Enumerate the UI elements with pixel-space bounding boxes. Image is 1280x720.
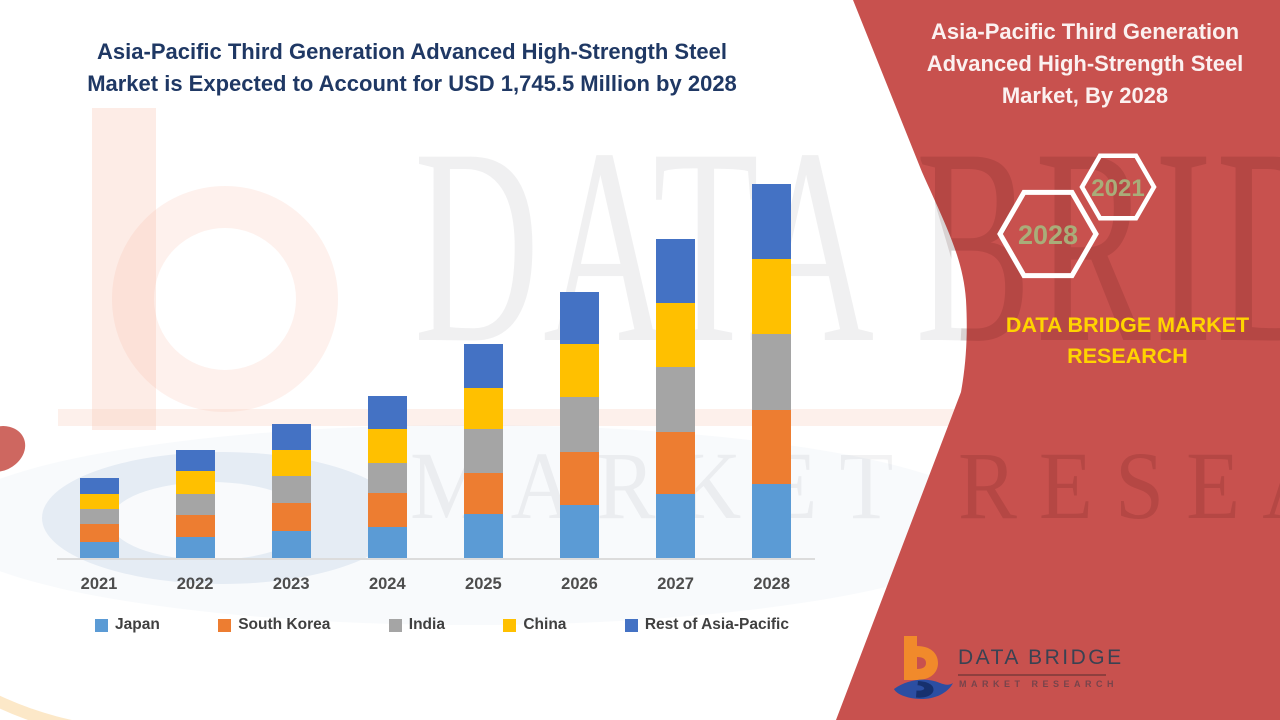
x-axis-label-2026: 2026 bbox=[561, 575, 598, 593]
legend-label-japan: Japan bbox=[115, 616, 160, 633]
logo-tagline: MARKET RESEARCH bbox=[959, 679, 1119, 689]
bar-segment-south-korea-2025 bbox=[463, 472, 503, 515]
bar-segment-japan-2028 bbox=[752, 483, 792, 558]
bar-segment-china-2022 bbox=[175, 471, 215, 495]
bar-segment-rest-of-asia-pacific-2027 bbox=[656, 239, 696, 303]
stacked-bar-2022 bbox=[175, 450, 215, 558]
legend-swatch-india bbox=[388, 618, 402, 632]
bar-segment-rest-of-asia-pacific-2028 bbox=[752, 183, 792, 259]
dbmr-logo: DATA BRIDGE MARKET RESEARCH bbox=[886, 634, 1121, 708]
stacked-bar-2027 bbox=[656, 239, 696, 558]
bar-segment-japan-2027 bbox=[656, 494, 696, 558]
bar-segment-india-2028 bbox=[752, 333, 792, 410]
bar-segment-india-2022 bbox=[175, 494, 215, 516]
hexagon-2028-label: 2028 bbox=[1018, 220, 1078, 250]
bar-segment-india-2027 bbox=[656, 367, 696, 432]
bar-segment-japan-2021 bbox=[79, 541, 119, 558]
brand-line2: RESEARCH bbox=[1067, 344, 1188, 368]
logo-name: DATA BRIDGE bbox=[958, 646, 1124, 669]
x-axis-label-2023: 2023 bbox=[272, 575, 310, 593]
legend-label-south-korea: South Korea bbox=[238, 616, 331, 633]
x-axis-label-2027: 2027 bbox=[657, 575, 694, 593]
stacked-bar-2023 bbox=[271, 424, 311, 558]
legend-item-south-korea: South Korea bbox=[218, 616, 330, 634]
bar-segment-south-korea-2022 bbox=[175, 515, 215, 538]
bar-segment-rest-of-asia-pacific-2026 bbox=[560, 291, 599, 345]
chart-legend: Japan South Korea India China Rest of Asia-P… bbox=[95, 616, 789, 634]
bar-segment-india-2021 bbox=[79, 509, 119, 525]
stacked-bar-2024 bbox=[367, 396, 407, 558]
bar-segment-india-2023 bbox=[271, 476, 311, 504]
bar-segment-rest-of-asia-pacific-2021 bbox=[79, 478, 119, 495]
bar-segment-india-2025 bbox=[463, 428, 503, 473]
logo-b-bowl bbox=[917, 646, 938, 680]
hexagon-2021-label: 2021 bbox=[1091, 175, 1144, 202]
x-axis-line bbox=[57, 558, 815, 560]
bar-segment-japan-2023 bbox=[271, 531, 311, 558]
logo-divider bbox=[958, 674, 1106, 676]
stacked-bar-2026 bbox=[560, 291, 599, 558]
bar-segment-china-2026 bbox=[560, 344, 599, 398]
stacked-bar-2025 bbox=[463, 343, 503, 558]
bar-segment-rest-of-asia-pacific-2022 bbox=[175, 450, 215, 472]
x-axis-label-2028: 2028 bbox=[753, 575, 791, 593]
legend-label-rest-of-asia-pacific: Rest of Asia-Pacific bbox=[644, 616, 789, 633]
stacked-bar-2021 bbox=[79, 478, 119, 558]
dbmr-logo-icon bbox=[894, 636, 953, 700]
bar-segment-china-2027 bbox=[656, 302, 696, 368]
brand-line1: DATA BRIDGE MARKET bbox=[1005, 313, 1250, 337]
bar-segment-china-2023 bbox=[271, 450, 311, 477]
x-axis-label-2025: 2025 bbox=[465, 575, 502, 593]
x-axis-labels: 2021 2022 2023 2024 2025 2026 2027 2028 bbox=[60, 575, 812, 599]
bar-segment-south-korea-2023 bbox=[271, 503, 311, 531]
legend-swatch-rest-of-asia-pacific bbox=[624, 618, 638, 632]
bar-segment-rest-of-asia-pacific-2025 bbox=[463, 343, 503, 389]
bar-segment-china-2024 bbox=[367, 429, 407, 464]
bar-segment-rest-of-asia-pacific-2024 bbox=[367, 396, 407, 430]
bar-chart-plot bbox=[57, 120, 815, 560]
legend-label-india: India bbox=[408, 616, 445, 633]
x-axis-label-2024: 2024 bbox=[368, 575, 406, 593]
bar-segment-japan-2026 bbox=[560, 505, 599, 558]
stacked-bar-2028 bbox=[752, 183, 792, 558]
legend-label-china: China bbox=[523, 616, 567, 633]
bar-segment-india-2024 bbox=[367, 463, 407, 494]
panel-title: Asia-Pacific Third Generation Advanced H… bbox=[926, 19, 1244, 108]
bar-segment-japan-2022 bbox=[175, 537, 215, 558]
bar-segment-china-2028 bbox=[752, 258, 792, 334]
legend-swatch-china bbox=[503, 618, 517, 632]
bar-segment-japan-2024 bbox=[367, 527, 407, 558]
brand-wordmark: DATA BRIDGE MARKET RESEARCH bbox=[975, 310, 1280, 372]
legend-swatch-south-korea bbox=[218, 618, 232, 632]
bar-segment-rest-of-asia-pacific-2023 bbox=[271, 424, 311, 451]
legend-swatch-japan bbox=[95, 618, 108, 632]
x-axis-label-2021: 2021 bbox=[80, 575, 118, 593]
chart-title: Asia-Pacific Third Generation Advanced H… bbox=[87, 39, 737, 96]
bar-segment-japan-2025 bbox=[463, 514, 503, 558]
logo-b-stem bbox=[904, 636, 917, 680]
red-swoosh-fragment bbox=[0, 417, 33, 481]
bar-segment-south-korea-2027 bbox=[656, 431, 696, 495]
legend-item-china: China bbox=[503, 616, 566, 634]
bar-segment-south-korea-2021 bbox=[79, 524, 119, 542]
bar-segment-south-korea-2024 bbox=[367, 493, 407, 528]
bar-segment-south-korea-2026 bbox=[560, 452, 599, 506]
year-hexagons: 2021 2028 bbox=[997, 153, 1157, 279]
bar-segment-south-korea-2028 bbox=[752, 409, 792, 484]
bar-segment-china-2021 bbox=[79, 494, 119, 510]
legend-item-rest-of-asia-pacific: Rest of Asia-Pacific bbox=[624, 616, 789, 634]
x-axis-label-2022: 2022 bbox=[176, 575, 214, 593]
legend-item-india: India bbox=[388, 616, 445, 634]
legend-item-japan: Japan bbox=[95, 616, 160, 634]
bar-segment-china-2025 bbox=[463, 388, 503, 429]
bar-segment-india-2026 bbox=[560, 397, 599, 453]
